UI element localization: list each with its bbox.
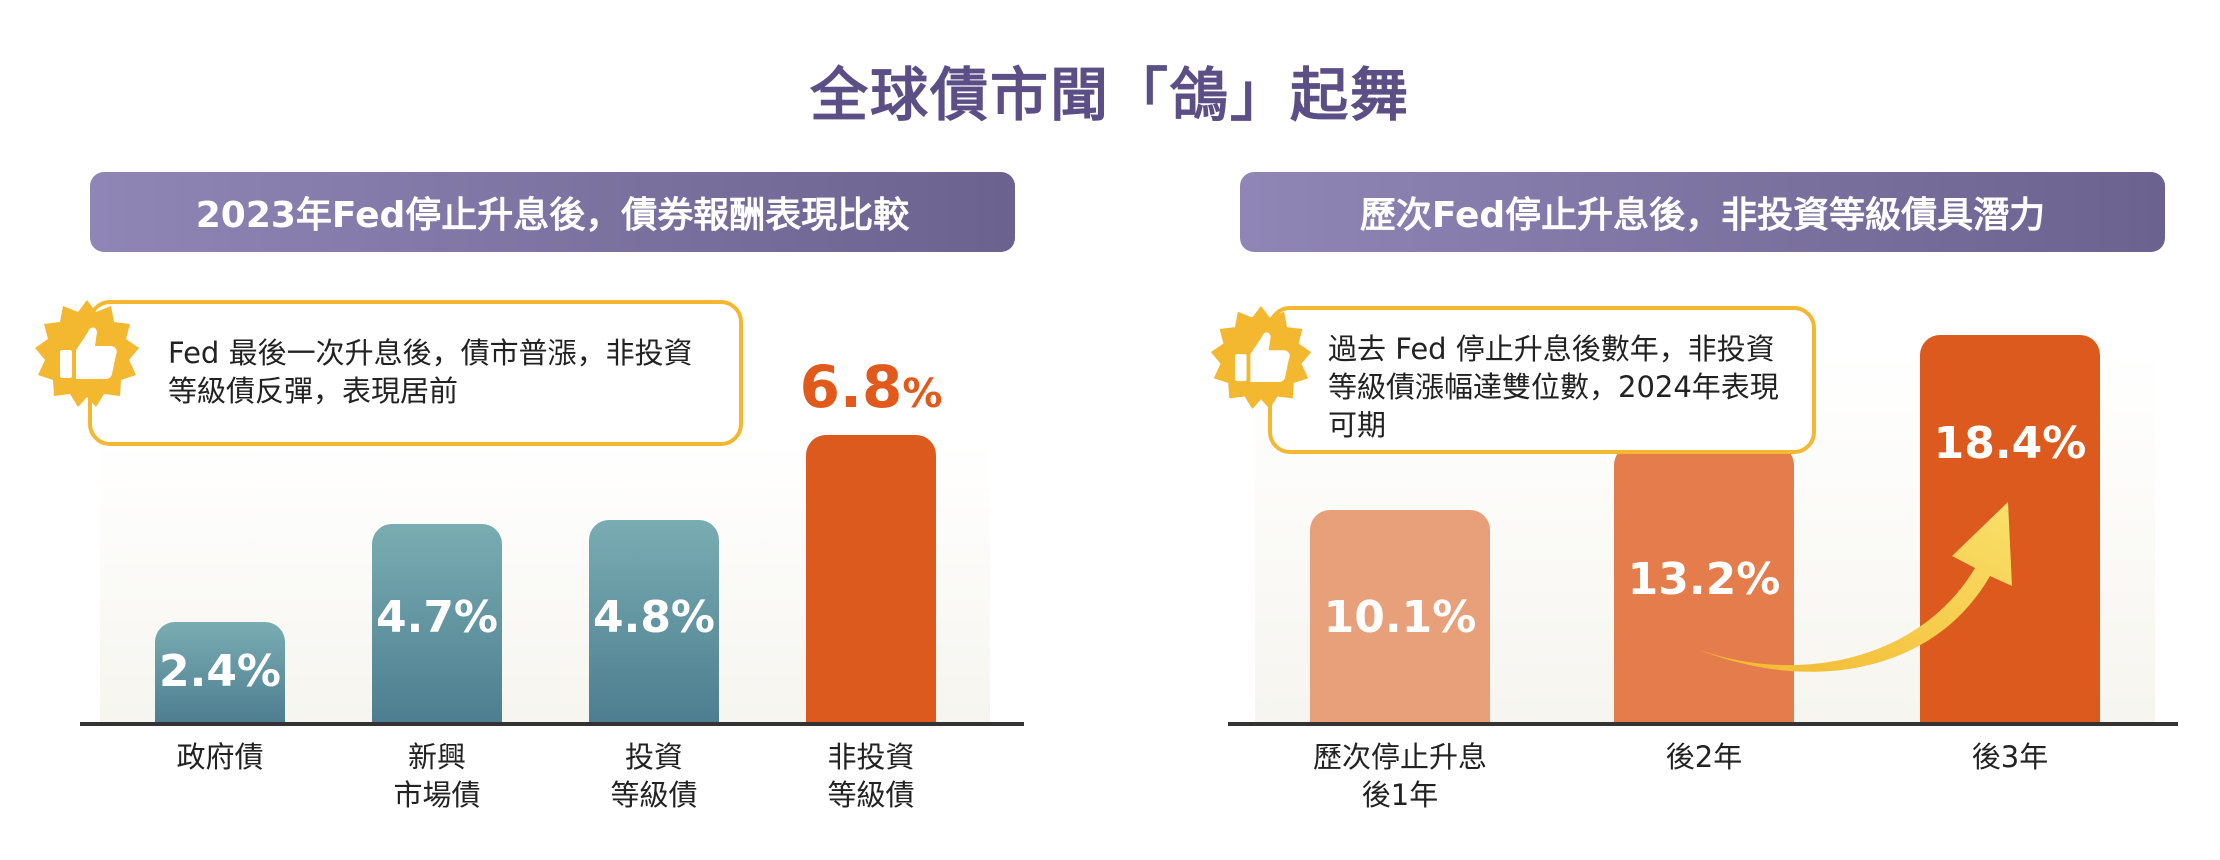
left-chart-baseline bbox=[80, 722, 1024, 726]
highlight-value-label: 6.8% bbox=[771, 353, 971, 421]
category-label: 後3年 bbox=[1971, 740, 2049, 774]
chart-bar bbox=[806, 434, 936, 724]
chart-bar bbox=[372, 523, 502, 724]
chart-bar bbox=[589, 519, 719, 724]
thumbs-up-icon bbox=[1210, 305, 1312, 410]
page-title: 全球債市聞「鴿」起舞 bbox=[809, 61, 1410, 129]
bar-value-label: 10.1% bbox=[1323, 592, 1477, 643]
category-label: 新興 市場債 bbox=[393, 740, 481, 812]
bar-value-label: 13.2% bbox=[1627, 554, 1781, 605]
category-label: 政府債 bbox=[176, 740, 264, 774]
left-panel-header: 2023年Fed停止升息後，債券報酬表現比較 bbox=[90, 172, 1015, 252]
thumbs-up-icon bbox=[35, 300, 139, 407]
category-label: 歷次停止升息 後1年 bbox=[1312, 740, 1487, 812]
category-label: 投資 等級債 bbox=[610, 740, 698, 812]
right-callout: 過去 Fed 停止升息後數年，非投資等級債漲幅達雙位數，2024年表現可期 bbox=[1268, 306, 1816, 454]
chart-bar bbox=[1920, 334, 2100, 724]
highlight-value-number: 6.8 bbox=[799, 352, 903, 421]
left-callout-text: Fed 最後一次升息後，債市普漲，非投資等級債反彈，表現居前 bbox=[168, 336, 693, 408]
right-panel-header: 歷次Fed停止升息後，非投資等級債具潛力 bbox=[1240, 172, 2165, 252]
bar-value-label: 4.8% bbox=[592, 592, 716, 643]
chart-bar bbox=[1310, 510, 1490, 724]
chart-bar bbox=[1614, 444, 1794, 724]
left-callout: Fed 最後一次升息後，債市普漲，非投資等級債反彈，表現居前 bbox=[88, 300, 743, 446]
category-label: 後2年 bbox=[1665, 740, 1743, 774]
rising-arrow-icon bbox=[1700, 502, 2012, 672]
chart-bar bbox=[155, 621, 285, 724]
right-callout-text: 過去 Fed 停止升息後數年，非投資等級債漲幅達雙位數，2024年表現可期 bbox=[1328, 332, 1779, 442]
category-label: 非投資 等級債 bbox=[827, 740, 915, 812]
bar-value-label: 18.4% bbox=[1933, 418, 2087, 469]
highlight-value-unit: % bbox=[902, 370, 943, 417]
bar-value-label: 2.4% bbox=[158, 646, 282, 697]
right-chart-baseline bbox=[1228, 722, 2178, 726]
bar-value-label: 4.7% bbox=[375, 592, 499, 643]
